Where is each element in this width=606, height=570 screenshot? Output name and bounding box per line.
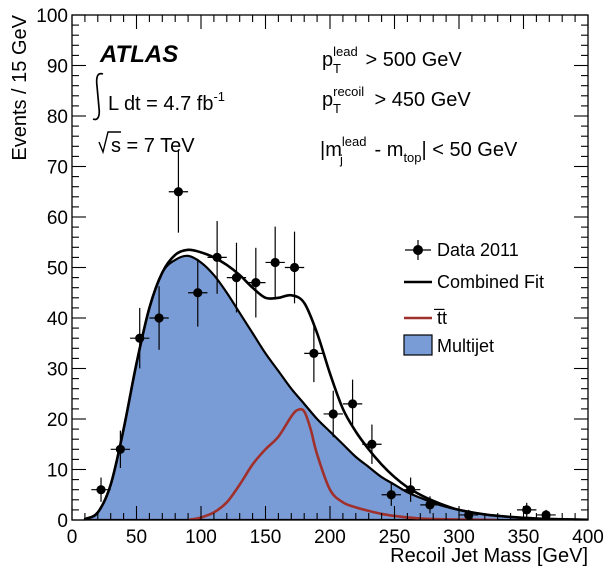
- data-point-marker: [522, 505, 532, 515]
- x-tick-label: 0: [67, 527, 78, 548]
- y-axis-title: Events / 15 GeV: [9, 14, 31, 160]
- legend-swatch-multijet: [403, 334, 433, 356]
- series-area-multijet: [83, 254, 588, 520]
- legend-item-data: Data 2011: [405, 240, 519, 260]
- legend-label-data: Data 2011: [437, 240, 519, 260]
- data-point: [284, 231, 305, 304]
- axis-ticks: 0 50 100 150 200 250 300 350 400 0 10 20 30 40 50 60 70 8…: [36, 6, 604, 548]
- data-point: [188, 258, 208, 327]
- x-tick-label: 200: [314, 527, 346, 548]
- data-point-marker: [425, 500, 435, 510]
- data-point-marker: [289, 262, 300, 273]
- data-point-marker: [193, 288, 203, 298]
- x-tick-label: 350: [508, 527, 540, 548]
- cut-pt-recoil: precoil T > 450 GeV: [322, 84, 471, 116]
- data-point: [130, 307, 150, 369]
- y-tick-label: 40: [47, 309, 68, 330]
- y-tick-label: 30: [47, 360, 68, 381]
- series-line-combined-fit: [84, 248, 588, 520]
- legend-item-multijet: Multijet: [403, 334, 494, 356]
- data-point-marker: [270, 257, 280, 268]
- sqrt-sign-icon: [98, 131, 121, 155]
- data-point-marker: [135, 333, 145, 343]
- data-point-marker: [309, 348, 319, 358]
- data-point-marker: [406, 485, 416, 495]
- data-point: [149, 286, 169, 350]
- data-point-marker: [115, 444, 125, 454]
- data-point: [420, 496, 440, 514]
- integral-sign-icon: [92, 72, 104, 121]
- legend-label-multijet: Multijet: [437, 336, 494, 356]
- y-tick-label: 20: [47, 410, 68, 431]
- x-tick-label: 400: [572, 527, 604, 548]
- x-axis-title: Recoil Jet Mass [GeV]: [390, 545, 588, 567]
- data-point: [381, 483, 401, 506]
- cut-pt-lead: plead T > 500 GeV: [322, 44, 462, 76]
- data-point: [400, 477, 421, 502]
- legend-marker-data: [413, 245, 423, 255]
- legend: Data 2011 Combined Fit t̅t Multijet: [403, 240, 544, 356]
- data-point: [536, 509, 556, 520]
- y-tick-label: 10: [47, 461, 68, 482]
- x-tick-label: 100: [185, 527, 217, 548]
- data-point: [342, 379, 363, 429]
- y-tick-label: 0: [57, 511, 68, 532]
- data-point-marker: [386, 490, 396, 500]
- data-point-marker: [251, 278, 261, 288]
- data-point-marker: [231, 273, 242, 283]
- y-tick-label: 70: [47, 158, 68, 179]
- y-tick-label: 60: [47, 208, 68, 229]
- x-tick-label: 250: [379, 527, 411, 548]
- data-point-marker: [212, 252, 222, 262]
- legend-item-ttbar: t̅t: [404, 308, 447, 328]
- y-tick-label: 50: [47, 259, 68, 280]
- data-point: [207, 221, 227, 294]
- legend-label-ttbar: t̅t: [433, 308, 447, 328]
- data-points-layer: [91, 150, 556, 520]
- data-point-marker: [541, 510, 551, 520]
- legend-label-combined-fit: Combined Fit: [437, 272, 544, 292]
- plot-area: [83, 248, 588, 520]
- y-tick-label: 80: [47, 107, 68, 128]
- data-point: [304, 324, 324, 383]
- series-line-t-t: [187, 407, 498, 520]
- data-point-marker: [347, 399, 358, 409]
- data-point: [362, 424, 382, 464]
- data-point: [517, 502, 537, 517]
- data-point-marker: [328, 409, 338, 419]
- data-point: [246, 247, 266, 318]
- lumi-label: L dt = 4.7 fb-1: [108, 89, 225, 115]
- data-point: [91, 477, 111, 502]
- energy-label: s = 7 TeV: [111, 135, 195, 157]
- data-point: [110, 430, 131, 468]
- data-point: [265, 226, 285, 299]
- data-point: [226, 242, 247, 313]
- data-point-marker: [96, 485, 106, 495]
- data-point-marker: [154, 313, 164, 323]
- x-tick-label: 150: [250, 527, 282, 548]
- y-tick-label: 100: [36, 6, 68, 27]
- data-point: [168, 150, 189, 233]
- cut-mass-window: |mlead j - mtop| < 50 GeV: [320, 134, 518, 167]
- data-point-marker: [464, 510, 474, 520]
- data-point: [459, 509, 479, 520]
- data-point-marker: [173, 187, 184, 197]
- data-point-marker: [367, 439, 377, 449]
- x-tick-label: 50: [126, 527, 147, 548]
- legend-item-combined-fit: Combined Fit: [404, 272, 544, 292]
- data-point: [323, 390, 343, 438]
- x-tick-label: 300: [443, 527, 475, 548]
- atlas-label: ATLAS: [99, 41, 178, 68]
- y-tick-label: 90: [47, 57, 68, 78]
